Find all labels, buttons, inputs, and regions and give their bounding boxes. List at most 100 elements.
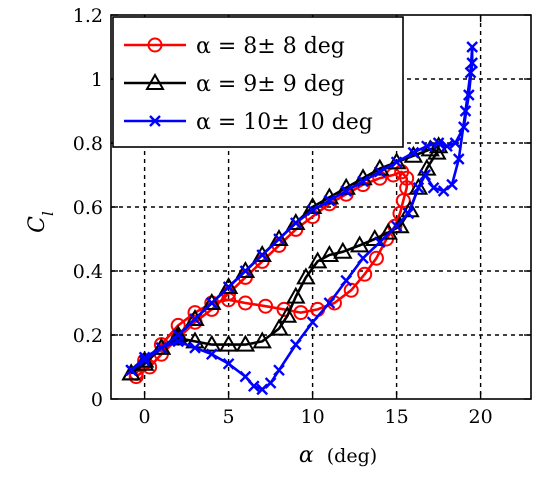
data-point <box>357 266 373 282</box>
data-point <box>277 305 298 323</box>
data-point <box>307 251 328 269</box>
data-point <box>256 383 269 396</box>
data-point <box>323 194 336 207</box>
legend-label: α = 8± 8 deg <box>196 34 345 59</box>
data-point <box>286 286 306 304</box>
y-axis-subscript: l <box>39 211 57 216</box>
tick-layer: 0 5 10 15 20 0 0.2 0.4 0.6 0.8 1 1.2 <box>73 5 531 428</box>
data-point <box>390 220 403 233</box>
series-line <box>135 170 408 378</box>
data-point <box>218 334 239 352</box>
y-axis-label: Cl <box>25 211 57 233</box>
data-point <box>222 357 235 370</box>
x-tick-label: 15 <box>385 406 409 428</box>
legend-item: α = 8± 8 deg <box>124 34 345 59</box>
data-point <box>138 354 151 367</box>
data-point <box>390 156 403 169</box>
x-axis-unit: (deg) <box>327 445 377 467</box>
data-point <box>349 235 370 253</box>
legend-label: α = 10± 10 deg <box>196 110 373 135</box>
data-point <box>264 377 277 389</box>
data-point <box>427 181 440 194</box>
data-point <box>185 308 205 326</box>
data-point <box>368 250 384 266</box>
data-point <box>464 66 477 79</box>
data-point <box>446 178 458 191</box>
data-point <box>189 341 201 354</box>
data-point <box>237 295 253 311</box>
x-tick-label: 5 <box>223 406 235 428</box>
data-point <box>432 137 445 149</box>
data-point <box>452 153 465 165</box>
data-point <box>172 335 185 348</box>
data-point <box>319 244 340 262</box>
data-point <box>205 348 218 361</box>
data-point <box>222 281 235 293</box>
data-point <box>412 181 425 194</box>
data-point <box>399 170 415 186</box>
data-point <box>449 137 462 149</box>
data-point <box>296 267 316 285</box>
data-point <box>306 316 319 329</box>
data-point <box>437 185 450 197</box>
data-point <box>202 292 222 310</box>
x-tick-label: 20 <box>469 406 493 428</box>
data-point <box>205 297 218 309</box>
data-point <box>121 363 141 381</box>
data-point <box>252 331 272 349</box>
data-point <box>306 204 319 217</box>
data-point <box>466 41 479 53</box>
y-tick-label: 0.8 <box>73 133 103 155</box>
x-axis-label: α (deg) <box>299 443 377 468</box>
y-tick-label: 0 <box>91 389 103 411</box>
legend-marker <box>145 72 165 90</box>
data-point <box>420 140 433 153</box>
data-point <box>273 364 285 377</box>
data-point <box>357 175 369 188</box>
legend-marker <box>149 115 161 127</box>
data-point <box>293 305 309 321</box>
data-point <box>269 228 289 246</box>
data-point <box>239 370 252 383</box>
series-layer <box>121 41 479 396</box>
data-point <box>273 233 285 245</box>
svg-text:Cl: Cl <box>25 211 57 233</box>
data-point <box>252 244 272 262</box>
y-tick-label: 0.2 <box>73 325 103 347</box>
data-point <box>286 212 306 230</box>
series-1 <box>128 164 415 385</box>
data-point <box>402 207 415 220</box>
data-point <box>218 276 239 294</box>
data-point <box>462 89 475 101</box>
data-point <box>189 313 201 325</box>
data-point <box>202 334 222 352</box>
data-point <box>289 217 302 229</box>
data-point <box>408 177 429 195</box>
data-point <box>343 282 359 298</box>
data-point <box>269 318 289 336</box>
x-axis-symbol: α <box>299 443 314 468</box>
legend-item: α = 10± 10 deg <box>124 110 373 135</box>
data-point <box>258 298 274 314</box>
data-point <box>419 169 432 181</box>
data-point <box>138 351 151 364</box>
data-point <box>340 185 353 197</box>
data-point <box>256 249 269 261</box>
data-point <box>373 165 386 178</box>
data-point <box>239 265 252 277</box>
data-point <box>340 274 353 287</box>
data-point <box>323 297 336 309</box>
data-point <box>235 260 256 278</box>
y-tick-label: 0.4 <box>73 261 103 283</box>
legend-items: α = 8± 8 deg α = 9± 9 deg α = 10± 10 deg <box>124 34 373 135</box>
data-point <box>357 252 369 265</box>
legend: α = 8± 8 deg α = 9± 9 deg α = 10± 10 deg <box>112 16 404 148</box>
data-point <box>333 241 353 259</box>
legend-item: α = 9± 9 deg <box>124 72 345 97</box>
x-tick-label: 10 <box>301 406 325 428</box>
data-point <box>155 341 168 354</box>
y-axis-symbol: C <box>25 216 50 233</box>
data-point <box>407 146 420 159</box>
